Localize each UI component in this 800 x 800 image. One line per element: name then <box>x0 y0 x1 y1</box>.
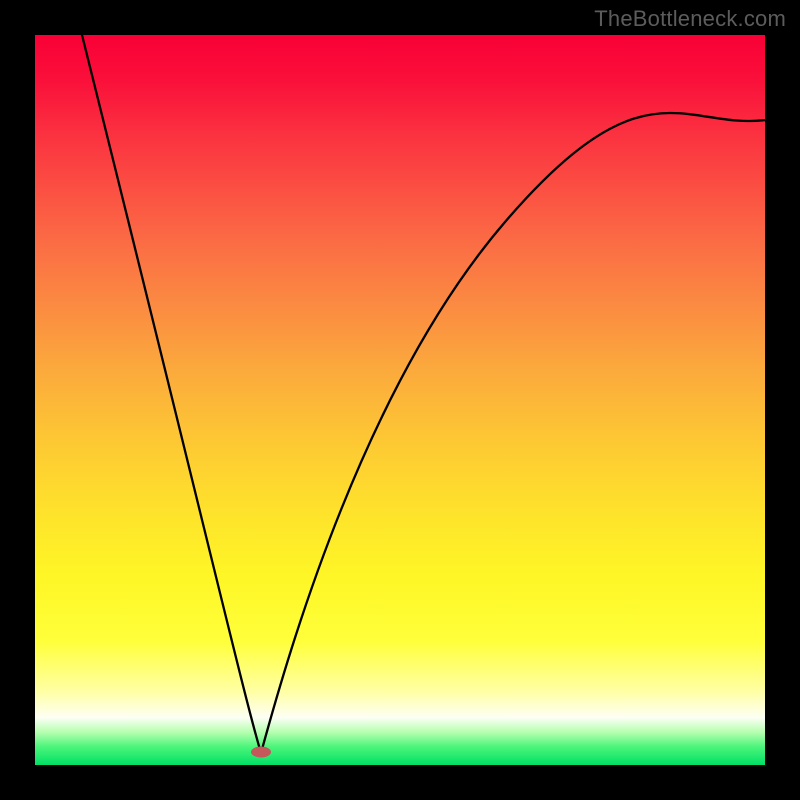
plot-area <box>35 35 765 765</box>
chart-frame: TheBottleneck.com <box>0 0 800 800</box>
gradient-background <box>35 35 765 765</box>
watermark-text: TheBottleneck.com <box>594 6 786 32</box>
